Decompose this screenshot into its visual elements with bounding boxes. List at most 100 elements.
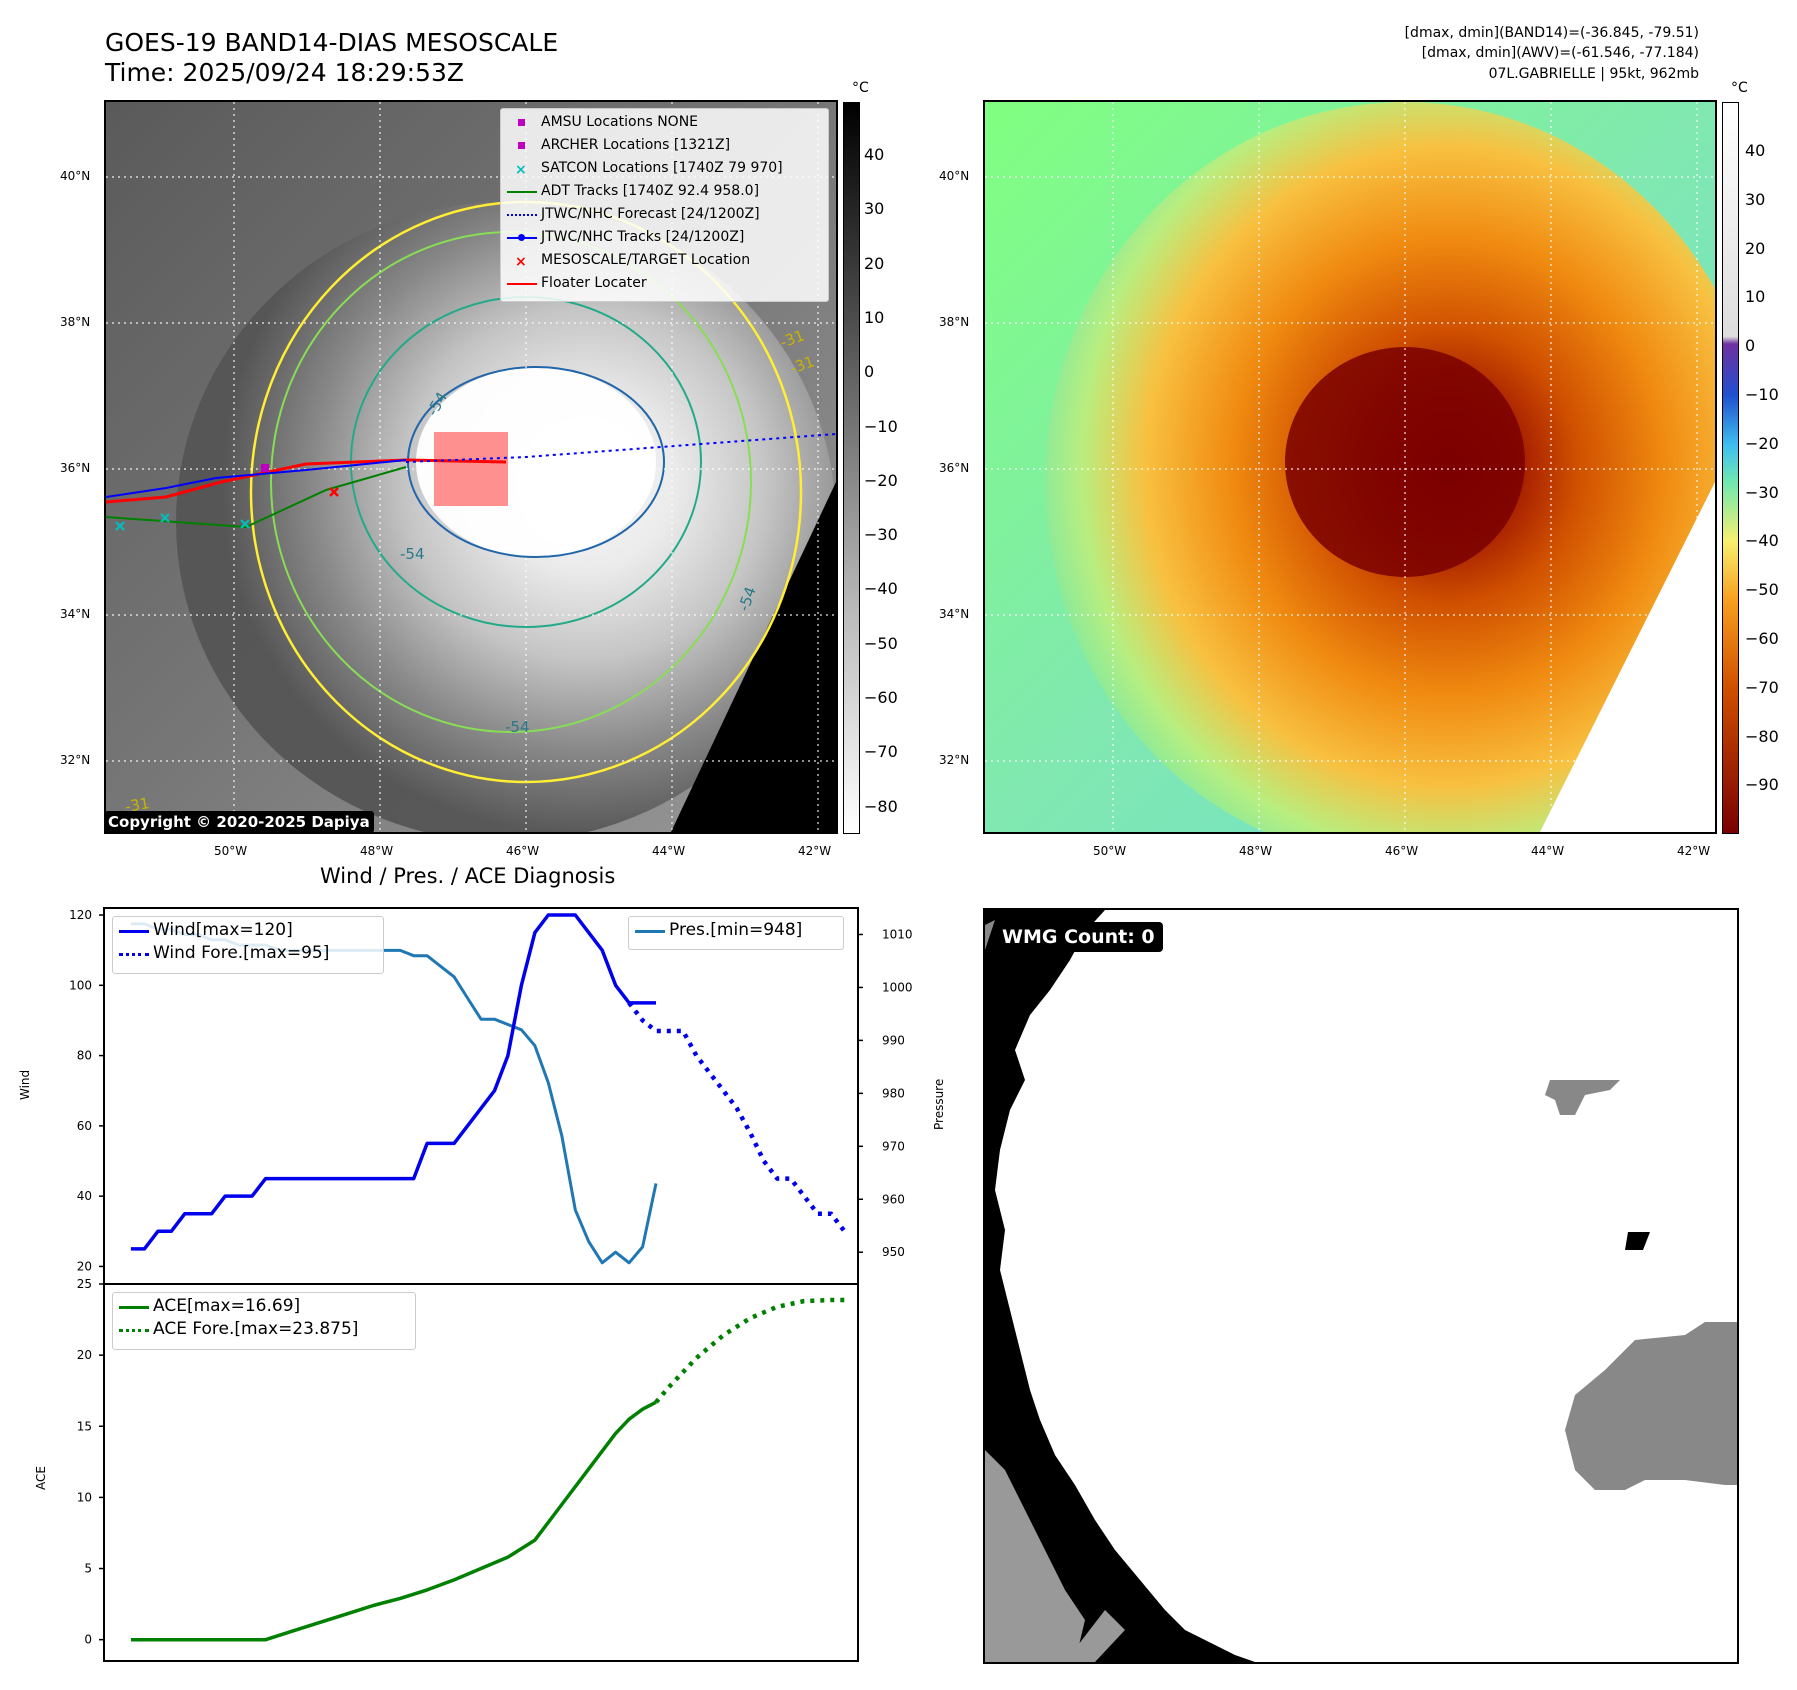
solid-line-icon <box>635 930 665 933</box>
pressure-legend: Pres.[min=948] <box>628 916 844 950</box>
contour-label: -54 <box>400 545 425 563</box>
colorbar-tick-label: 10 <box>1745 287 1766 307</box>
colorbar-tick-label: −60 <box>864 688 898 707</box>
colorbar-tick-label: −60 <box>1745 629 1779 648</box>
wind-tick-label: 20 <box>77 1259 92 1273</box>
series-line <box>130 1400 657 1642</box>
lat-label: 36°N <box>939 461 970 475</box>
wind-tick-label: 80 <box>77 1049 92 1063</box>
x-marker-icon <box>115 513 250 531</box>
square-marker-icon <box>518 142 525 149</box>
ace-tick-label: 0 <box>84 1633 92 1647</box>
colorbar-tick-label: −80 <box>1745 726 1779 746</box>
colorbar-tick-label: −40 <box>864 579 898 599</box>
colorbar-tick-label: −70 <box>864 742 898 762</box>
legend-label: JTWC/NHC Tracks [24/1200Z] <box>541 229 745 245</box>
info-line1: [dmax, dmin](BAND14)=(-36.845, -79.51) <box>1404 25 1699 41</box>
lon-label: 48°W <box>360 844 394 858</box>
lat-label: 36°N <box>60 461 91 475</box>
solid-line-icon <box>507 283 537 285</box>
lon-label: 42°W <box>1677 844 1711 858</box>
right-colorbar <box>1722 102 1739 834</box>
x-marker-icon: × <box>515 162 527 178</box>
wind-legend: Wind[max=120] Wind Fore.[max=95] <box>112 916 384 974</box>
target-box <box>434 432 508 506</box>
solid-line-icon <box>507 191 537 193</box>
colorbar-tick-label: 10 <box>864 307 885 327</box>
colorbar-tick-label: −50 <box>1745 580 1779 600</box>
colorbar-tick-label: −30 <box>1745 482 1779 502</box>
series-line <box>627 1001 847 1233</box>
legend-label: AMSU Locations NONE <box>541 114 699 130</box>
colorbar-tick-label: 30 <box>1745 189 1766 209</box>
colorbar-unit: °C <box>1731 80 1748 96</box>
wind-tick-label: 120 <box>69 908 92 922</box>
colorbar-tick-label: −50 <box>864 633 898 653</box>
legend-label: Wind[max=120] <box>153 920 293 940</box>
copyright-badge: Copyright © 2020-2025 Dapiya <box>104 811 374 833</box>
lat-label: 34°N <box>60 607 91 621</box>
ace-tick-label: 5 <box>84 1562 92 1576</box>
dotted-line-icon <box>119 953 149 956</box>
lon-label: 48°W <box>1239 844 1273 858</box>
pressure-tick-label: 1010 <box>882 927 913 941</box>
legend-label: ACE Fore.[max=23.875] <box>153 1319 359 1339</box>
wind-tick-label: 100 <box>69 978 92 992</box>
colorbar-tick-label: −20 <box>1745 433 1779 453</box>
pressure-tick-label: 970 <box>882 1139 905 1153</box>
info-line3: 07L.GABRIELLE | 95kt, 962mb <box>1488 66 1699 82</box>
awv-map-panel <box>983 100 1717 834</box>
colorbar-tick-label: 40 <box>1745 141 1766 160</box>
legend-label: ARCHER Locations [1321Z] <box>541 137 731 153</box>
pressure-axis-label: Pressure <box>932 1078 946 1130</box>
dotted-line-icon <box>507 214 537 216</box>
colorbar-tick-label: 20 <box>1745 238 1766 258</box>
legend-label: Floater Locater <box>541 275 647 291</box>
lat-label: 38°N <box>939 315 970 329</box>
dotted-line-icon <box>119 1329 149 1332</box>
lon-label: 46°W <box>506 844 540 858</box>
colorbar-tick-label: −20 <box>864 470 898 490</box>
legend-label: Pres.[min=948] <box>669 920 803 940</box>
lon-label: 46°W <box>1385 844 1419 858</box>
lat-label: 40°N <box>60 169 91 183</box>
figure-title-line1: GOES-19 BAND14-DIAS MESOSCALE <box>105 28 559 57</box>
lat-label: 34°N <box>939 607 970 621</box>
info-line2: [dmax, dmin](AWV)=(-61.546, -77.184) <box>1421 45 1699 61</box>
ace-tick-label: 20 <box>77 1348 92 1362</box>
wind-axis-label: Wind <box>18 1069 32 1100</box>
x-marker-icon: × <box>515 254 527 270</box>
awv-map-image <box>985 102 1715 832</box>
colorbar-tick-label: −10 <box>864 416 898 436</box>
wind-tick-label: 60 <box>77 1119 92 1133</box>
colorbar-tick-label: −10 <box>1745 385 1779 404</box>
solid-line-icon <box>119 1306 149 1309</box>
legend-label: ADT Tracks [1740Z 92.4 958.0] <box>541 183 760 199</box>
colorbar-tick-label: −40 <box>1745 531 1779 551</box>
lon-label: 50°W <box>1093 844 1127 858</box>
diagnosis-chart: 20 40 60 80 100 120 950 960 970 980 990 1000 1010 0 5… <box>69 907 913 1662</box>
lat-label: 38°N <box>60 315 91 329</box>
colorbar-tick-label: 30 <box>864 199 885 219</box>
square-marker-icon <box>261 464 269 472</box>
left-colorbar <box>843 102 860 834</box>
ir-map-image <box>106 102 836 832</box>
legend-label: ACE[max=16.69] <box>153 1296 301 1316</box>
figure-title-line2: Time: 2025/09/24 18:29:53Z <box>105 58 464 87</box>
colorbar-tick-label: −90 <box>1745 775 1779 795</box>
colorbar-tick-label: 0 <box>864 362 875 382</box>
lat-label: 40°N <box>939 169 970 183</box>
pressure-tick-label: 1000 <box>882 980 913 994</box>
lat-label: 32°N <box>939 753 970 767</box>
ir-map-panel <box>104 100 838 834</box>
wmg-panel <box>983 908 1739 1664</box>
colorbar-tick-label: −70 <box>1745 677 1779 697</box>
colorbar-tick-label: −80 <box>864 796 898 816</box>
colorbar-unit: °C <box>852 80 869 96</box>
legend-label: Wind Fore.[max=95] <box>153 943 330 963</box>
series-line <box>130 913 656 1251</box>
lon-label: 42°W <box>798 844 832 858</box>
colorbar-tick-label: 0 <box>1745 336 1756 356</box>
x-marker-icon <box>329 487 339 497</box>
colorbar-tick-label: 20 <box>864 253 885 273</box>
